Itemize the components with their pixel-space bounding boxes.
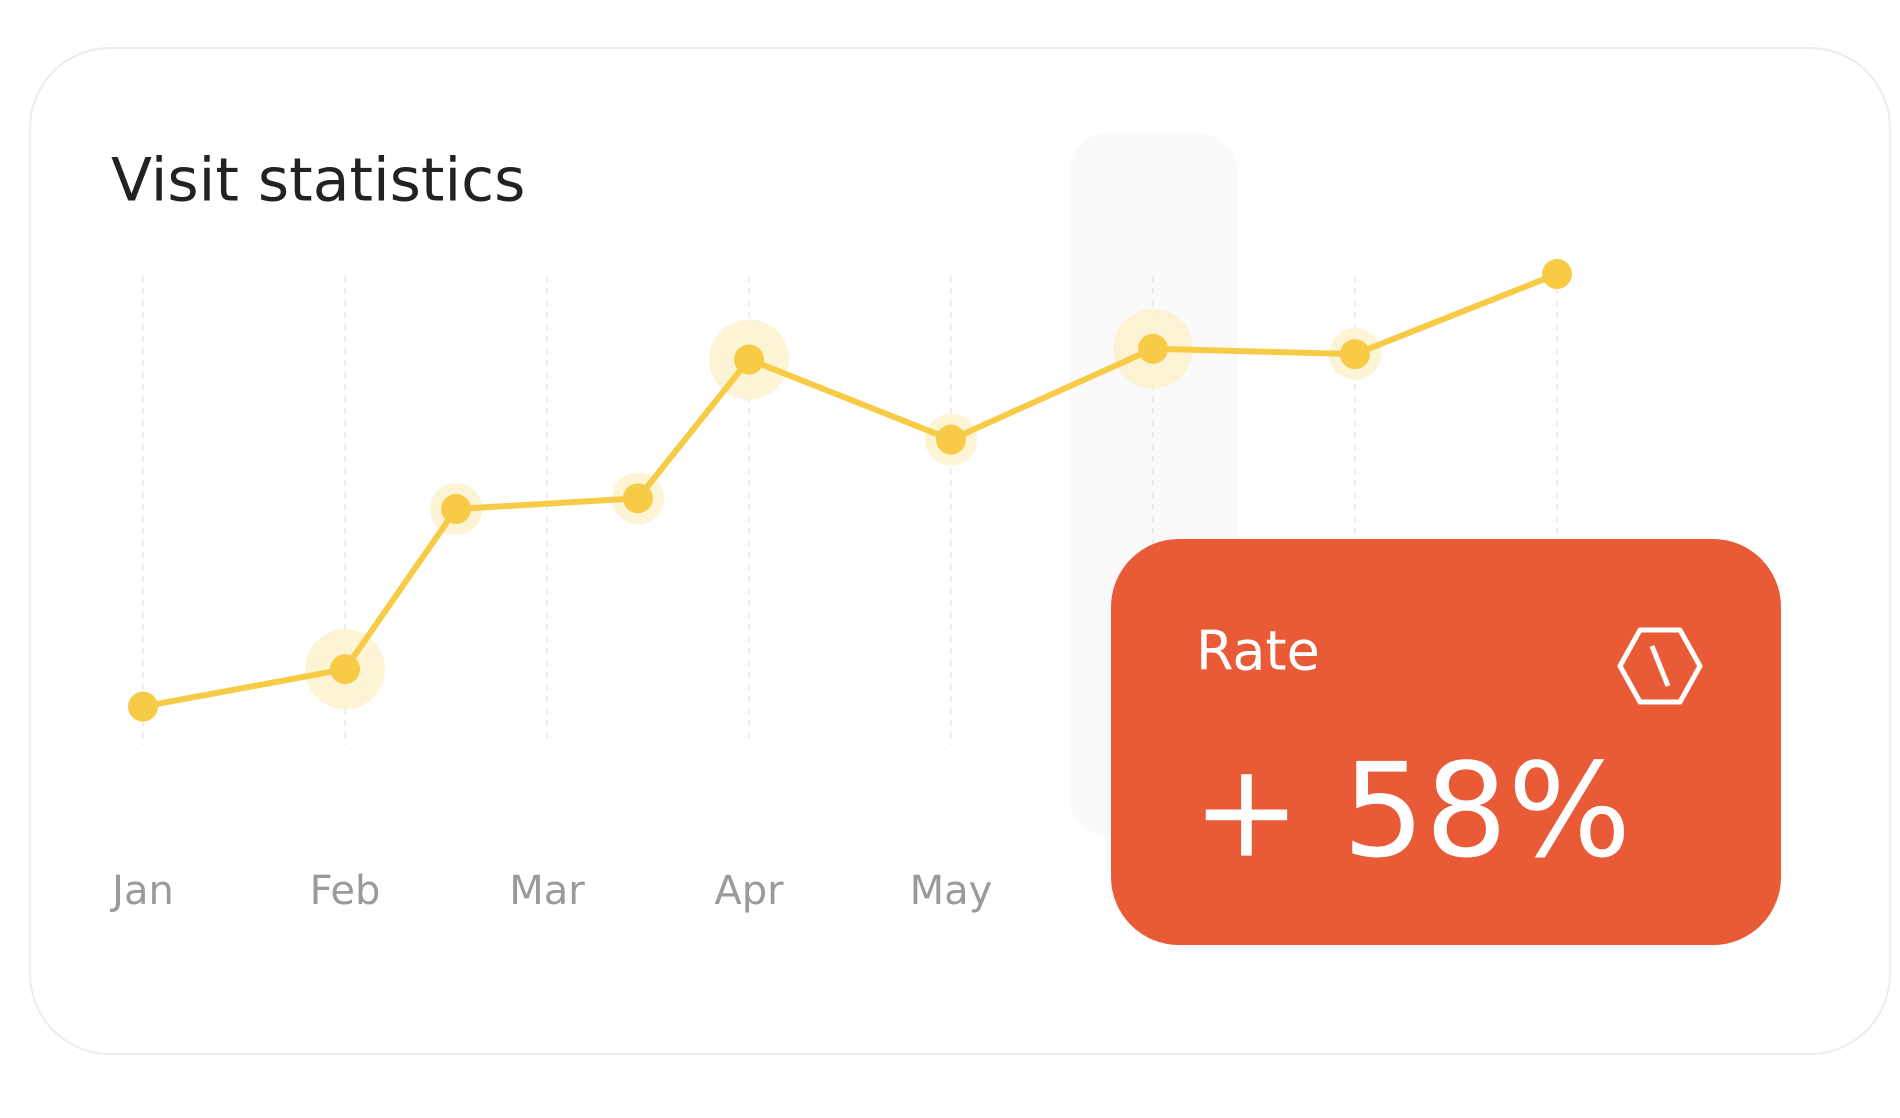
x-tick-label: Mar — [509, 868, 585, 914]
rate-card: Rate + 58% — [1111, 539, 1781, 945]
rate-background — [1111, 539, 1781, 945]
data-point — [1138, 333, 1168, 364]
rate-value: + 58% — [1192, 735, 1631, 887]
data-point — [1542, 259, 1572, 290]
data-point — [734, 344, 764, 375]
data-point — [1340, 339, 1370, 370]
x-tick-label: Apr — [714, 868, 784, 914]
plot: Jan Feb Mar Apr May — [109, 259, 1572, 914]
x-tick-label: May — [910, 868, 993, 914]
x-tick-label: Feb — [310, 868, 381, 914]
data-point — [330, 654, 360, 685]
rate-icon — [1617, 627, 1703, 705]
data-point — [622, 483, 653, 514]
data-point — [128, 691, 158, 722]
x-tick-label: Jan — [109, 868, 174, 914]
data-point — [936, 424, 966, 455]
card-title: Visit statistics — [111, 146, 525, 216]
data-point — [441, 494, 472, 524]
rate-label: Rate — [1196, 620, 1320, 683]
